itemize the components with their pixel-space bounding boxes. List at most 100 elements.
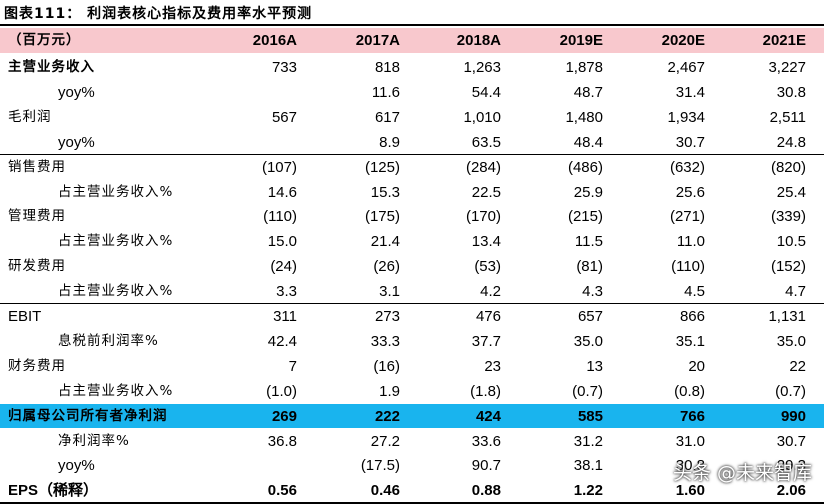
cell-value: (16) xyxy=(373,357,400,375)
highlight-band xyxy=(0,403,824,429)
cell-value: 0.46 xyxy=(370,482,400,500)
header-cell: 2020E xyxy=(661,32,705,49)
row-label: yoy% xyxy=(58,133,95,151)
cell-value: (339) xyxy=(770,208,806,226)
separator xyxy=(0,303,824,304)
watermark: 头条 @未来智库 xyxy=(672,462,812,484)
cell-value: 35.0 xyxy=(573,332,603,350)
row-label: 占主营业务收入% xyxy=(58,283,174,300)
cell-value: 35.1 xyxy=(675,332,705,350)
cell-value: 38.1 xyxy=(573,457,603,475)
cell-value: 0.56 xyxy=(267,482,297,500)
cell-value: (1.0) xyxy=(266,382,297,400)
cell-value: 617 xyxy=(374,108,400,126)
cell-value: 29.3 xyxy=(776,457,806,475)
cell-value: 42.4 xyxy=(267,332,297,350)
cell-value: (486) xyxy=(567,158,603,176)
cell-value: 4.7 xyxy=(785,283,806,301)
cell-value: (632) xyxy=(669,158,705,176)
cell-value: (17.5) xyxy=(360,457,400,475)
cell-value: 476 xyxy=(475,308,501,325)
cell-value: 424 xyxy=(475,407,501,425)
row-label: 销售费用 xyxy=(8,158,66,175)
cell-value: (110) xyxy=(671,258,705,276)
cell-value: 37.7 xyxy=(471,332,501,350)
bottom-rule xyxy=(0,502,824,504)
cell-value: (284) xyxy=(465,158,501,176)
cell-value: 33.6 xyxy=(471,432,501,450)
row-label: 净利润率% xyxy=(58,432,130,449)
cell-value: 23 xyxy=(484,357,501,375)
cell-value: 31.4 xyxy=(675,83,705,101)
cell-value: 25.9 xyxy=(573,183,603,201)
cell-value: 1.22 xyxy=(573,482,603,500)
cell-value: 1.60 xyxy=(675,482,705,500)
cell-value: 30.8 xyxy=(776,83,806,101)
row-label: 财务费用 xyxy=(8,357,66,374)
header-cell: 2019E xyxy=(559,32,603,49)
cell-value: 22 xyxy=(789,357,806,375)
cell-value: 1,010 xyxy=(463,108,501,126)
cell-value: 25.6 xyxy=(675,183,705,201)
cell-value: (81) xyxy=(576,258,603,276)
cell-value: 567 xyxy=(271,108,297,126)
cell-value: 20 xyxy=(688,357,705,375)
header-cell: （百万元） xyxy=(8,32,81,48)
cell-value: 8.9 xyxy=(379,133,400,151)
cell-value: 766 xyxy=(679,407,705,425)
header-band xyxy=(0,28,824,53)
cell-value: 1,131 xyxy=(768,308,806,325)
cell-value: (110) xyxy=(263,208,297,226)
cell-value: (820) xyxy=(770,158,806,176)
cell-value: 27.2 xyxy=(370,432,400,450)
cell-value: 11.6 xyxy=(371,83,400,101)
cell-value: 1.9 xyxy=(379,382,400,400)
cell-value: 48.4 xyxy=(573,133,603,151)
row-label: 归属母公司所有者净利润 xyxy=(8,407,168,424)
cell-value: 31.0 xyxy=(675,432,705,450)
cell-value: 733 xyxy=(271,59,297,76)
cell-value: 30.8 xyxy=(675,457,705,475)
cell-value: 1,934 xyxy=(667,108,705,126)
header-cell: 2021E xyxy=(762,32,806,49)
cell-value: (53) xyxy=(474,258,501,276)
cell-value: 311 xyxy=(273,308,297,325)
cell-value: 22.5 xyxy=(471,183,501,201)
cell-value: 25.4 xyxy=(776,183,806,201)
cell-value: (24) xyxy=(270,258,297,276)
cell-value: 33.3 xyxy=(370,332,400,350)
cell-value: 4.3 xyxy=(582,283,603,301)
row-label: 毛利润 xyxy=(8,108,52,125)
cell-value: (26) xyxy=(373,258,400,276)
row-label: 占主营业务收入% xyxy=(58,233,174,250)
cell-value: 2.06 xyxy=(776,482,806,500)
cell-value: (215) xyxy=(567,208,603,226)
cell-value: 13 xyxy=(586,357,603,375)
cell-value: 31.2 xyxy=(573,432,603,450)
cell-value: 273 xyxy=(374,308,400,325)
header-cell: 2017A xyxy=(355,32,400,49)
cell-value: 15.3 xyxy=(370,183,400,201)
row-label: yoy% xyxy=(58,83,95,101)
cell-value: (0.8) xyxy=(674,382,705,400)
cell-value: 63.5 xyxy=(471,133,501,151)
cell-value: (125) xyxy=(364,158,400,176)
cell-value: (1.8) xyxy=(470,382,501,400)
row-label: 占主营业务收入% xyxy=(58,382,174,399)
cell-value: 2,467 xyxy=(667,59,705,76)
title: 图表111： 利润表核心指标及费用率水平预测 xyxy=(4,6,313,22)
cell-value: 11.5 xyxy=(574,233,603,251)
cell-value: 30.7 xyxy=(675,133,705,151)
cell-value: 90.7 xyxy=(471,457,501,475)
cell-value: 3.3 xyxy=(276,283,297,301)
cell-value: 13.4 xyxy=(471,233,501,251)
cell-value: 222 xyxy=(374,407,400,425)
cell-value: 269 xyxy=(271,407,297,425)
cell-value: 35.0 xyxy=(776,332,806,350)
row-label: 占主营业务收入% xyxy=(58,183,174,200)
cell-value: 54.4 xyxy=(471,83,501,101)
cell-value: 7 xyxy=(288,357,297,375)
cell-value: (271) xyxy=(669,208,705,226)
cell-value: 1,878 xyxy=(565,59,603,76)
